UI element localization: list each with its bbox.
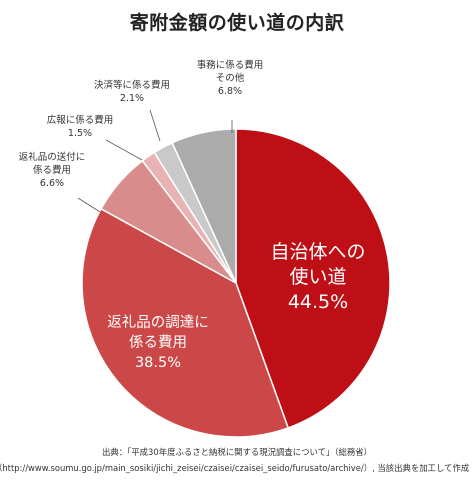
pie-slice-1 bbox=[235, 128, 391, 429]
leader-line-3 bbox=[77, 197, 101, 213]
source-line-2: （http://www.soumu.go.jp/main_sosiki/jich… bbox=[0, 463, 470, 473]
slice-label-6: 事務に係る費用その他 6.8% bbox=[197, 59, 264, 97]
leader-line-4 bbox=[105, 139, 143, 161]
leader-line-5 bbox=[149, 109, 161, 142]
slice-label-5: 決済等に係る費用 2.1% bbox=[94, 79, 170, 104]
pie-slice-6 bbox=[171, 128, 237, 284]
chart-title: 寄附金額の使い道の内訳 bbox=[129, 12, 345, 34]
source-line-1: 出典：「平成30年度ふるさと納税に関する現況調査について」（総務省） bbox=[101, 447, 372, 457]
slice-label-1: 自治体への使い道 44.5% bbox=[270, 241, 365, 313]
slice-label-3: 返礼品の送付に係る費用 6.6% bbox=[19, 151, 86, 189]
pie-slice-2 bbox=[81, 207, 290, 438]
slice-label-4: 広報に係る費用 1.5% bbox=[47, 114, 114, 139]
slice-label-2: 返礼品の調達に係る費用 38.5% bbox=[107, 314, 209, 371]
pie-svg: 自治体への使い道 44.5% 返礼品の調達に係る費用 38.5% 返礼品の送付に係る費用… bbox=[19, 59, 391, 438]
